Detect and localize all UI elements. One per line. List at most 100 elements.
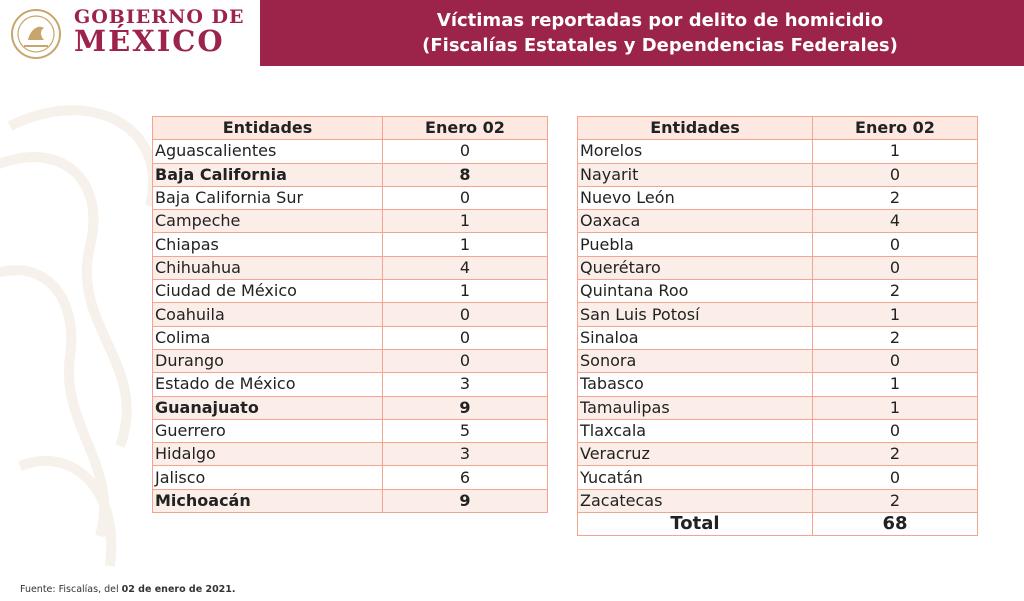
state-name: Estado de México <box>152 372 383 397</box>
victim-count: 3 <box>382 372 548 397</box>
source-footnote: Fuente: Fiscalías, del 02 de enero de 20… <box>20 584 236 595</box>
total-label: Total <box>577 512 813 537</box>
table-row: Ciudad de México 1 <box>152 279 548 304</box>
victim-count: 8 <box>382 162 548 187</box>
victim-count: 4 <box>382 255 548 281</box>
table-row: Baja California Sur 0 <box>152 185 548 211</box>
total-row: Total 68 <box>577 512 978 537</box>
victim-count: 0 <box>382 325 548 350</box>
victim-count: 1 <box>812 395 978 420</box>
victim-count: 4 <box>812 209 978 234</box>
column-header-enero: Enero 02 <box>812 115 978 141</box>
state-name: Nuevo León <box>577 185 813 211</box>
table-row: Chihuahua 4 <box>152 255 548 281</box>
page-title: Víctimas reportadas por delito de homici… <box>436 10 884 31</box>
table-row: Aguascalientes 0 <box>152 139 548 164</box>
table-row: Colima 0 <box>152 325 548 350</box>
table-row: Guerrero 5 <box>152 418 548 444</box>
background-eagle-watermark <box>0 105 159 567</box>
logo-text-gobierno: GOBIERNO DE <box>74 6 245 28</box>
table-row: Yucatán 0 <box>577 465 978 490</box>
victim-count: 9 <box>382 395 548 420</box>
victim-count: 1 <box>812 302 978 327</box>
victim-count: 0 <box>812 465 978 490</box>
victim-count: 2 <box>812 279 978 304</box>
victim-count: 1 <box>812 139 978 164</box>
victim-count: 0 <box>812 232 978 257</box>
state-name: Tamaulipas <box>577 395 813 420</box>
table-row: San Luis Potosí 1 <box>577 302 978 327</box>
victim-count: 0 <box>382 185 548 211</box>
victim-count: 3 <box>382 442 548 467</box>
victim-count: 9 <box>382 488 548 514</box>
table-row: Morelos 1 <box>577 139 978 164</box>
footnote-date: 02 de enero de 2021. <box>121 584 236 595</box>
state-name: Sonora <box>577 348 813 374</box>
state-name: Durango <box>152 348 383 374</box>
logo-text-mexico: MÉXICO <box>74 24 225 58</box>
state-name: Sinaloa <box>577 325 813 350</box>
table-row: Oaxaca 4 <box>577 209 978 234</box>
header-bar: GOBIERNO DE MÉXICO Víctimas reportadas p… <box>0 0 1024 66</box>
state-name: Guerrero <box>152 418 383 444</box>
victim-count: 0 <box>382 302 548 327</box>
state-name: Chihuahua <box>152 255 383 281</box>
state-name: Yucatán <box>577 465 813 490</box>
total-value: 68 <box>812 512 978 537</box>
state-name: Michoacán <box>152 488 383 514</box>
table-row: Estado de México 3 <box>152 372 548 397</box>
state-name: Baja California <box>152 162 383 187</box>
victim-count: 2 <box>812 442 978 467</box>
victim-count: 1 <box>812 372 978 397</box>
page-subtitle: (Fiscalías Estatales y Dependencias Fede… <box>422 35 898 56</box>
victim-count: 1 <box>382 279 548 304</box>
table-header-row: Entidades Enero 02 <box>577 115 978 141</box>
table-row: Baja California 8 <box>152 162 548 187</box>
state-name: Chiapas <box>152 232 383 257</box>
victim-count: 2 <box>812 185 978 211</box>
victim-count: 0 <box>812 348 978 374</box>
table-states-right: Entidades Enero 02 Morelos 1 Nayarit 0 Nuevo… <box>577 115 978 537</box>
state-name: Veracruz <box>577 442 813 467</box>
state-name: Jalisco <box>152 465 383 490</box>
table-row: Guanajuato 9 <box>152 395 548 420</box>
header-curve <box>200 0 260 66</box>
table-states-left: Entidades Enero 02 Aguascalientes 0 Baja C… <box>152 115 548 514</box>
column-header-enero: Enero 02 <box>382 115 548 141</box>
state-name: Oaxaca <box>577 209 813 234</box>
victim-count: 5 <box>382 418 548 444</box>
state-name: Querétaro <box>577 255 813 281</box>
state-name: Nayarit <box>577 162 813 187</box>
table-header-row: Entidades Enero 02 <box>152 115 548 141</box>
table-row: Durango 0 <box>152 348 548 374</box>
table-row: Chiapas 1 <box>152 232 548 257</box>
state-name: Ciudad de México <box>152 279 383 304</box>
victim-count: 0 <box>812 418 978 444</box>
state-name: Puebla <box>577 232 813 257</box>
state-name: Zacatecas <box>577 488 813 514</box>
state-name: Baja California Sur <box>152 185 383 211</box>
state-name: Guanajuato <box>152 395 383 420</box>
state-name: Campeche <box>152 209 383 234</box>
column-header-entidades: Entidades <box>152 115 383 141</box>
state-name: Tabasco <box>577 372 813 397</box>
state-name: Colima <box>152 325 383 350</box>
state-name: Coahuila <box>152 302 383 327</box>
table-row: Sinaloa 2 <box>577 325 978 350</box>
state-name: San Luis Potosí <box>577 302 813 327</box>
table-row: Puebla 0 <box>577 232 978 257</box>
victim-count: 0 <box>812 255 978 281</box>
victim-count: 2 <box>812 488 978 514</box>
victim-count: 1 <box>382 232 548 257</box>
footnote-prefix: Fuente: Fiscalías, del <box>20 584 122 595</box>
state-name: Morelos <box>577 139 813 164</box>
state-name: Quintana Roo <box>577 279 813 304</box>
table-row: Tabasco 1 <box>577 372 978 397</box>
table-row: Tamaulipas 1 <box>577 395 978 420</box>
victim-count: 0 <box>382 348 548 374</box>
table-row: Michoacán 9 <box>152 488 548 514</box>
national-seal-icon <box>11 9 61 59</box>
victim-count: 2 <box>812 325 978 350</box>
table-row: Nayarit 0 <box>577 162 978 187</box>
table-row: Querétaro 0 <box>577 255 978 281</box>
